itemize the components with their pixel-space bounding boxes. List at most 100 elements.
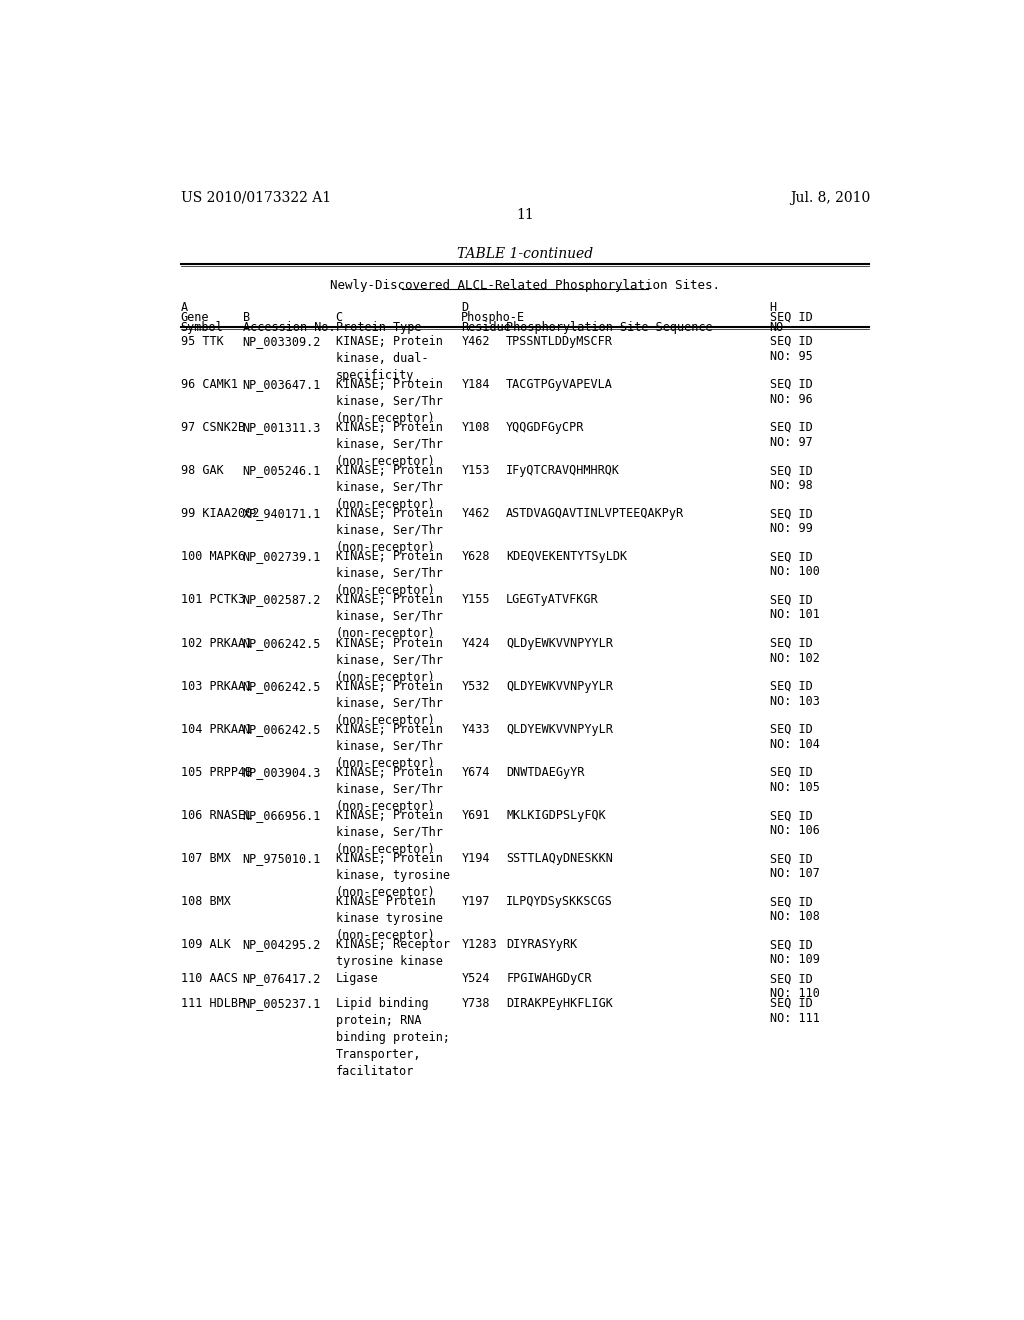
Text: Y691: Y691 <box>461 809 489 822</box>
Text: NP_006242.5: NP_006242.5 <box>243 680 322 693</box>
Text: DIYRASYyRK: DIYRASYyRK <box>506 939 578 952</box>
Text: DNWTDAEGyYR: DNWTDAEGyYR <box>506 766 585 779</box>
Text: KINASE; Receptor
tyrosine kinase: KINASE; Receptor tyrosine kinase <box>336 939 450 969</box>
Text: SEQ ID
NO: 98: SEQ ID NO: 98 <box>770 465 812 492</box>
Text: US 2010/0173322 A1: US 2010/0173322 A1 <box>180 191 331 205</box>
Text: QLDYEWKVVNPYyLR: QLDYEWKVVNPYyLR <box>506 723 613 735</box>
Text: KINASE; Protein
kinase, Ser/Thr
(non-receptor): KINASE; Protein kinase, Ser/Thr (non-rec… <box>336 550 442 598</box>
Text: TACGTPGyVAPEVLA: TACGTPGyVAPEVLA <box>506 378 613 391</box>
Text: SEQ ID: SEQ ID <box>770 312 812 323</box>
Text: SEQ ID
NO: 105: SEQ ID NO: 105 <box>770 766 819 793</box>
Text: Y197: Y197 <box>461 895 489 908</box>
Text: SEQ ID
NO: 96: SEQ ID NO: 96 <box>770 378 812 405</box>
Text: 98 GAK: 98 GAK <box>180 465 223 477</box>
Text: D: D <box>461 301 468 314</box>
Text: YQQGDFGyCPR: YQQGDFGyCPR <box>506 421 585 434</box>
Text: Protein Type: Protein Type <box>336 321 421 334</box>
Text: A: A <box>180 301 187 314</box>
Text: SEQ ID
NO: 107: SEQ ID NO: 107 <box>770 853 819 880</box>
Text: 100 MAPK6: 100 MAPK6 <box>180 550 245 564</box>
Text: NP_076417.2: NP_076417.2 <box>243 973 322 985</box>
Text: 103 PRKAA1: 103 PRKAA1 <box>180 680 252 693</box>
Text: Symbol: Symbol <box>180 321 223 334</box>
Text: NP_001311.3: NP_001311.3 <box>243 421 322 434</box>
Text: NP_005237.1: NP_005237.1 <box>243 997 322 1010</box>
Text: DIRAKPEyHKFLIGK: DIRAKPEyHKFLIGK <box>506 997 613 1010</box>
Text: SEQ ID
NO: 99: SEQ ID NO: 99 <box>770 507 812 535</box>
Text: Newly-Discovered ALCL-Related Phosphorylation Sites.: Newly-Discovered ALCL-Related Phosphoryl… <box>330 280 720 292</box>
Text: ASTDVAGQAVTINLVPTEEQAKPyR: ASTDVAGQAVTINLVPTEEQAKPyR <box>506 507 684 520</box>
Text: SEQ ID
NO: 95: SEQ ID NO: 95 <box>770 335 812 363</box>
Text: SEQ ID
NO: 108: SEQ ID NO: 108 <box>770 895 819 923</box>
Text: 109 ALK: 109 ALK <box>180 939 230 952</box>
Text: KINASE; Protein
kinase, Ser/Thr
(non-receptor): KINASE; Protein kinase, Ser/Thr (non-rec… <box>336 594 442 640</box>
Text: Y108: Y108 <box>461 421 489 434</box>
Text: KINASE; Protein
kinase, Ser/Thr
(non-receptor): KINASE; Protein kinase, Ser/Thr (non-rec… <box>336 809 442 857</box>
Text: 107 BMX: 107 BMX <box>180 853 230 865</box>
Text: KINASE; Protein
kinase, Ser/Thr
(non-receptor): KINASE; Protein kinase, Ser/Thr (non-rec… <box>336 680 442 727</box>
Text: 104 PRKAA1: 104 PRKAA1 <box>180 723 252 735</box>
Text: Y462: Y462 <box>461 507 489 520</box>
Text: SEQ ID
NO: 103: SEQ ID NO: 103 <box>770 680 819 708</box>
Text: Y462: Y462 <box>461 335 489 347</box>
Text: NP_003309.2: NP_003309.2 <box>243 335 322 347</box>
Text: Y184: Y184 <box>461 378 489 391</box>
Text: Y194: Y194 <box>461 853 489 865</box>
Text: 102 PRKAA1: 102 PRKAA1 <box>180 636 252 649</box>
Text: NP_003904.3: NP_003904.3 <box>243 766 322 779</box>
Text: NP_006242.5: NP_006242.5 <box>243 723 322 735</box>
Text: Y424: Y424 <box>461 636 489 649</box>
Text: C: C <box>336 312 343 323</box>
Text: KINASE; Protein
kinase, Ser/Thr
(non-receptor): KINASE; Protein kinase, Ser/Thr (non-rec… <box>336 465 442 511</box>
Text: Y1283: Y1283 <box>461 939 497 952</box>
Text: B: B <box>243 312 250 323</box>
Text: Residue: Residue <box>461 321 511 334</box>
Text: IFyQTCRAVQHMHRQK: IFyQTCRAVQHMHRQK <box>506 465 621 477</box>
Text: KINASE Protein
kinase tyrosine
(non-receptor): KINASE Protein kinase tyrosine (non-rece… <box>336 895 442 942</box>
Text: NP_975010.1: NP_975010.1 <box>243 853 322 865</box>
Text: Ligase: Ligase <box>336 973 379 985</box>
Text: NP_003647.1: NP_003647.1 <box>243 378 322 391</box>
Text: KINASE; Protein
kinase, dual-
specificity: KINASE; Protein kinase, dual- specificit… <box>336 335 442 381</box>
Text: SEQ ID
NO: 97: SEQ ID NO: 97 <box>770 421 812 449</box>
Text: Y628: Y628 <box>461 550 489 564</box>
Text: SEQ ID
NO: 102: SEQ ID NO: 102 <box>770 636 819 664</box>
Text: KINASE; Protein
kinase, Ser/Thr
(non-receptor): KINASE; Protein kinase, Ser/Thr (non-rec… <box>336 421 442 469</box>
Text: SEQ ID
NO: 100: SEQ ID NO: 100 <box>770 550 819 578</box>
Text: NP_002587.2: NP_002587.2 <box>243 594 322 606</box>
Text: SSTTLAQyDNESKKN: SSTTLAQyDNESKKN <box>506 853 613 865</box>
Text: NP_006242.5: NP_006242.5 <box>243 636 322 649</box>
Text: QLDyEWKVVNPYYLR: QLDyEWKVVNPYYLR <box>506 636 613 649</box>
Text: Jul. 8, 2010: Jul. 8, 2010 <box>791 191 870 205</box>
Text: 95 TTK: 95 TTK <box>180 335 223 347</box>
Text: Y738: Y738 <box>461 997 489 1010</box>
Text: SEQ ID
NO: 101: SEQ ID NO: 101 <box>770 594 819 622</box>
Text: TABLE 1-continued: TABLE 1-continued <box>457 247 593 261</box>
Text: KINASE; Protein
kinase, Ser/Thr
(non-receptor): KINASE; Protein kinase, Ser/Thr (non-rec… <box>336 507 442 554</box>
Text: Y524: Y524 <box>461 973 489 985</box>
Text: KINASE; Protein
kinase, tyrosine
(non-receptor): KINASE; Protein kinase, tyrosine (non-re… <box>336 853 450 899</box>
Text: 101 PCTK3: 101 PCTK3 <box>180 594 245 606</box>
Text: KINASE; Protein
kinase, Ser/Thr
(non-receptor): KINASE; Protein kinase, Ser/Thr (non-rec… <box>336 636 442 684</box>
Text: SEQ ID
NO: 104: SEQ ID NO: 104 <box>770 723 819 751</box>
Text: KINASE; Protein
kinase, Ser/Thr
(non-receptor): KINASE; Protein kinase, Ser/Thr (non-rec… <box>336 766 442 813</box>
Text: FPGIWAHGDyCR: FPGIWAHGDyCR <box>506 973 592 985</box>
Text: ILPQYDSySKKSCGS: ILPQYDSySKKSCGS <box>506 895 613 908</box>
Text: KDEQVEKENTYTSyLDK: KDEQVEKENTYTSyLDK <box>506 550 628 564</box>
Text: KINASE; Protein
kinase, Ser/Thr
(non-receptor): KINASE; Protein kinase, Ser/Thr (non-rec… <box>336 378 442 425</box>
Text: Y433: Y433 <box>461 723 489 735</box>
Text: 96 CAMK1: 96 CAMK1 <box>180 378 238 391</box>
Text: Gene: Gene <box>180 312 209 323</box>
Text: SEQ ID
NO: 111: SEQ ID NO: 111 <box>770 997 819 1024</box>
Text: Y532: Y532 <box>461 680 489 693</box>
Text: 111 HDLBP: 111 HDLBP <box>180 997 245 1010</box>
Text: Phosphorylation Site Sequence: Phosphorylation Site Sequence <box>506 321 713 334</box>
Text: H: H <box>770 301 777 314</box>
Text: SEQ ID
NO: 109: SEQ ID NO: 109 <box>770 939 819 966</box>
Text: SEQ ID
NO: 106: SEQ ID NO: 106 <box>770 809 819 837</box>
Text: QLDYEWKVVNPyYLR: QLDYEWKVVNPyYLR <box>506 680 613 693</box>
Text: NP_066956.1: NP_066956.1 <box>243 809 322 822</box>
Text: Y153: Y153 <box>461 465 489 477</box>
Text: LGEGTyATVFKGR: LGEGTyATVFKGR <box>506 594 599 606</box>
Text: 105 PRPP4B: 105 PRPP4B <box>180 766 252 779</box>
